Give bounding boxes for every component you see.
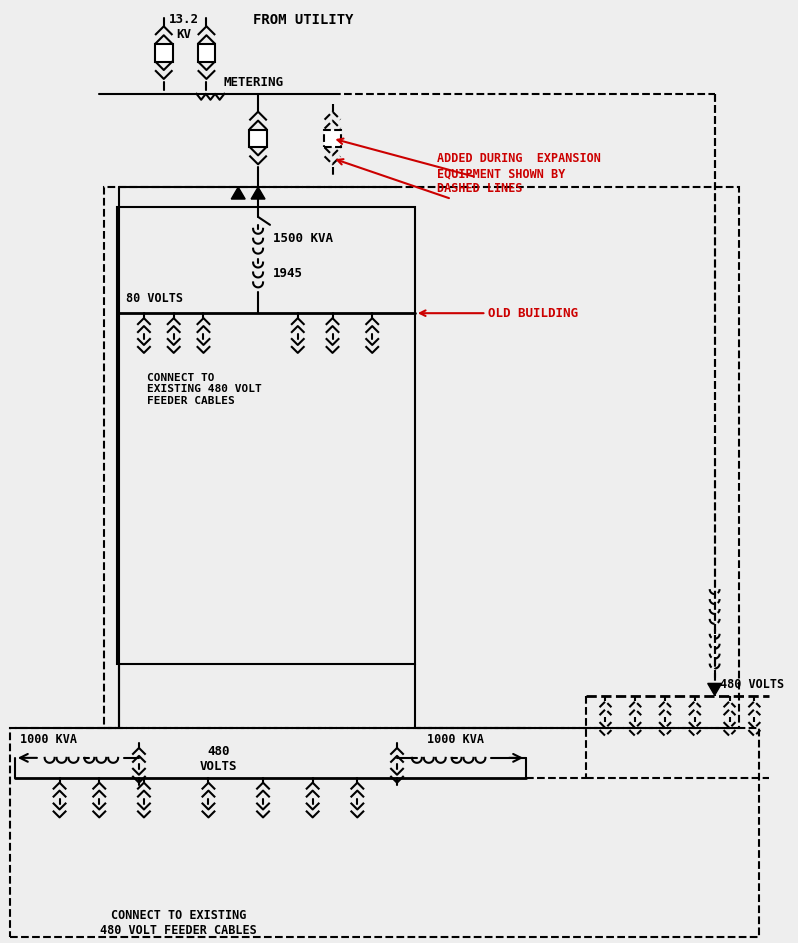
Bar: [323, 129, 342, 147]
Text: 13.2
KV: 13.2 KV: [168, 13, 199, 41]
Text: 480 VOLTS: 480 VOLTS: [720, 678, 784, 691]
Text: 480
VOLTS: 480 VOLTS: [200, 745, 237, 772]
Text: ADDED DURING  EXPANSION
EQUIPMENT SHOWN BY
DASHED LINES: ADDED DURING EXPANSION EQUIPMENT SHOWN B…: [437, 153, 601, 195]
Text: 1945: 1945: [273, 267, 303, 280]
Text: OLD BUILDING: OLD BUILDING: [488, 306, 579, 320]
Text: FROM UTILITY: FROM UTILITY: [253, 13, 354, 27]
Text: 1000 KVA: 1000 KVA: [427, 733, 484, 746]
Text: 1500 KVA: 1500 KVA: [273, 232, 333, 245]
Bar: [10, 728, 760, 936]
Text: CONNECT TO EXISTING
480 VOLT FEEDER CABLES: CONNECT TO EXISTING 480 VOLT FEEDER CABL…: [101, 908, 257, 936]
Text: METERING: METERING: [223, 75, 283, 89]
Text: CONNECT TO
EXISTING 480 VOLT
FEEDER CABLES: CONNECT TO EXISTING 480 VOLT FEEDER CABL…: [147, 372, 262, 405]
Polygon shape: [231, 187, 245, 199]
Polygon shape: [708, 684, 721, 695]
Text: 1000 KVA: 1000 KVA: [20, 733, 77, 746]
Bar: [155, 44, 172, 62]
Text: 80 VOLTS: 80 VOLTS: [126, 292, 183, 306]
Polygon shape: [251, 187, 265, 199]
Bar: [105, 187, 740, 728]
Bar: [117, 207, 415, 664]
Bar: [198, 44, 215, 62]
Bar: [249, 129, 267, 147]
